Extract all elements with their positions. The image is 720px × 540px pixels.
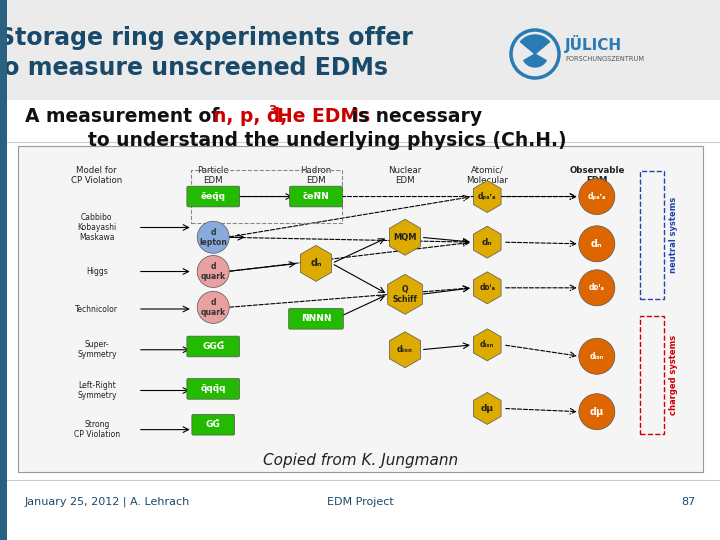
FancyBboxPatch shape: [192, 414, 235, 435]
Text: d
quark: d quark: [201, 298, 226, 317]
Text: dₙ: dₙ: [591, 239, 603, 249]
Polygon shape: [473, 393, 501, 424]
Circle shape: [579, 270, 615, 306]
Polygon shape: [387, 274, 423, 314]
Polygon shape: [473, 226, 501, 258]
Text: c̄eN̄N: c̄eN̄N: [302, 192, 329, 201]
Circle shape: [197, 292, 229, 323]
FancyBboxPatch shape: [187, 186, 240, 207]
Text: Technicolor: Technicolor: [76, 305, 118, 314]
Polygon shape: [473, 180, 501, 213]
Polygon shape: [300, 245, 332, 281]
FancyBboxPatch shape: [0, 0, 7, 540]
Text: EDM Project: EDM Project: [327, 497, 393, 507]
Text: dᴅᴵₐ: dᴅᴵₐ: [589, 284, 605, 292]
Text: Strong
CP Violation: Strong CP Violation: [73, 420, 120, 440]
Text: Particle
EDM: Particle EDM: [197, 166, 229, 185]
Text: Observable
EDM: Observable EDM: [569, 166, 624, 185]
Text: dᴅᴵₐ: dᴅᴵₐ: [480, 284, 495, 292]
Polygon shape: [390, 332, 420, 368]
Text: dₙ: dₙ: [310, 258, 322, 268]
Text: January 25, 2012 | A. Lehrach: January 25, 2012 | A. Lehrach: [25, 497, 190, 507]
Polygon shape: [390, 219, 420, 255]
Text: Left-Right
Symmetry: Left-Right Symmetry: [77, 381, 117, 400]
Text: dμ: dμ: [590, 407, 604, 417]
Polygon shape: [473, 272, 501, 304]
Text: dᵢₒₙ: dᵢₒₙ: [590, 352, 604, 361]
FancyBboxPatch shape: [18, 146, 703, 472]
Text: N̄NNN: N̄NNN: [301, 314, 331, 323]
Text: MQM: MQM: [393, 233, 417, 242]
Text: dᵢₒₙ: dᵢₒₙ: [480, 340, 495, 349]
Text: Model for
CP Violation: Model for CP Violation: [71, 166, 122, 185]
Text: Storage ring experiments offer: Storage ring experiments offer: [0, 26, 413, 50]
Text: charged systems: charged systems: [669, 335, 678, 415]
Circle shape: [197, 221, 229, 253]
Text: JÜLICH: JÜLICH: [565, 35, 622, 53]
Text: FORSCHUNGSZENTRUM: FORSCHUNGSZENTRUM: [565, 56, 644, 62]
Text: to understand the underlying physics (Ch.H.): to understand the underlying physics (Ch…: [88, 131, 567, 150]
Text: Cabbibo
Kobayashi
Maskawa: Cabbibo Kobayashi Maskawa: [77, 213, 117, 242]
Text: 3: 3: [268, 104, 276, 117]
Circle shape: [579, 226, 615, 262]
Text: dμ: dμ: [481, 404, 494, 413]
Circle shape: [579, 394, 615, 430]
Text: Higgs: Higgs: [86, 267, 108, 276]
Text: neutral systems: neutral systems: [669, 197, 678, 273]
FancyBboxPatch shape: [187, 336, 240, 357]
Circle shape: [579, 338, 615, 374]
Text: dᵢₒₙ: dᵢₒₙ: [397, 345, 413, 354]
Text: Copied from K. Jungmann: Copied from K. Jungmann: [263, 453, 458, 468]
Text: d
quark: d quark: [201, 262, 226, 281]
Text: Super-
Symmetry: Super- Symmetry: [77, 340, 117, 360]
Text: is necessary: is necessary: [345, 106, 482, 125]
Text: He EDMs: He EDMs: [277, 106, 370, 125]
Text: dₚₐʳₐ: dₚₐʳₐ: [478, 192, 497, 201]
Text: GG̃: GG̃: [206, 420, 220, 429]
FancyBboxPatch shape: [289, 186, 342, 207]
Text: ēeq̄q: ēeq̄q: [201, 192, 226, 201]
Polygon shape: [473, 329, 501, 361]
Text: dₙ: dₙ: [482, 238, 492, 247]
FancyBboxPatch shape: [187, 379, 240, 399]
Wedge shape: [523, 54, 546, 67]
Text: dₚₐʳₐ: dₚₐʳₐ: [588, 192, 606, 201]
Text: d
lepton: d lepton: [199, 227, 228, 247]
Text: GGG̃: GGG̃: [202, 342, 225, 351]
Wedge shape: [521, 35, 549, 54]
Text: Nuclear
EDM: Nuclear EDM: [388, 166, 422, 185]
Text: Hadron
EDM: Hadron EDM: [300, 166, 332, 185]
Text: n, p, d,: n, p, d,: [213, 106, 294, 125]
FancyBboxPatch shape: [289, 308, 343, 329]
Text: A measurement of: A measurement of: [25, 106, 226, 125]
Circle shape: [197, 255, 229, 287]
Text: 87: 87: [680, 497, 695, 507]
Circle shape: [579, 179, 615, 214]
Text: to measure unscreened EDMs: to measure unscreened EDMs: [0, 56, 388, 80]
Text: q̄qq̄q: q̄qq̄q: [200, 384, 226, 393]
Text: Q
Schiff: Q Schiff: [392, 285, 418, 304]
Text: Atomic/
Molecular
EDM: Atomic/ Molecular EDM: [467, 166, 508, 195]
FancyBboxPatch shape: [7, 0, 720, 100]
